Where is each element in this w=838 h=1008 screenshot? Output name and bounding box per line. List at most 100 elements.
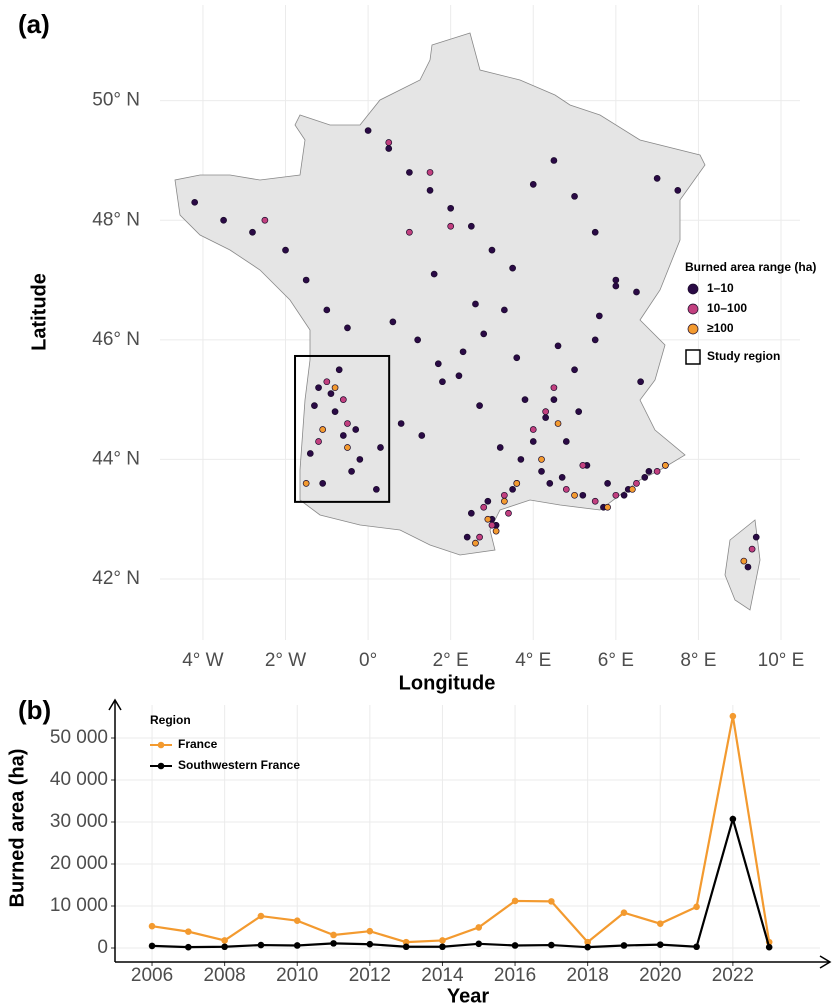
fire-point — [339, 432, 347, 439]
fire-point — [364, 127, 372, 134]
fire-point — [249, 228, 256, 236]
y-tick-label: 50 000 — [50, 727, 108, 748]
fire-point — [550, 384, 558, 392]
line-grid: 2006 2008 2010 2012 2014 2016 2018 2020 2022 0 10 … — [50, 705, 820, 986]
fire-point — [389, 318, 397, 326]
point — [257, 941, 265, 949]
fire-point — [501, 306, 508, 314]
point — [366, 927, 374, 935]
fire-point — [323, 306, 331, 314]
x-tick-label: 2016 — [494, 965, 536, 986]
point — [765, 943, 773, 951]
fire-point — [220, 216, 227, 224]
fire-point — [612, 282, 620, 290]
fire-point — [406, 169, 413, 176]
point — [330, 940, 337, 947]
y-axis-title: Burned area (ha) — [6, 749, 28, 908]
point — [656, 941, 664, 948]
point — [620, 909, 628, 917]
fire-point — [562, 438, 570, 445]
fire-point — [323, 378, 331, 386]
fire-point — [335, 366, 343, 374]
y-tick-label: 40 000 — [50, 769, 108, 790]
legend-title: Region — [150, 713, 191, 727]
fire-point — [352, 426, 360, 433]
point — [584, 943, 591, 951]
fire-point — [501, 491, 508, 499]
x-tick-label: 4° E — [515, 650, 551, 671]
fire-point — [637, 378, 644, 386]
fire-point — [674, 187, 682, 194]
fire-point — [521, 396, 529, 403]
point — [366, 940, 374, 948]
fire-point — [426, 169, 434, 176]
x-tick-label: 2° E — [433, 650, 469, 671]
fire-point — [484, 515, 492, 523]
x-tick-label: 2018 — [567, 965, 609, 986]
fire-point — [315, 438, 322, 445]
fire-point — [546, 479, 554, 487]
fire-point — [434, 360, 442, 368]
panel-label: (b) — [18, 695, 51, 725]
point — [548, 898, 555, 905]
point — [439, 937, 446, 944]
point — [221, 937, 228, 944]
fire-point — [529, 181, 537, 188]
fire-point — [306, 450, 314, 457]
fire-point — [513, 354, 521, 362]
x-tick-label: 4° W — [182, 650, 223, 671]
line-layer: (b) Year Burned area (ha) Region France South… — [6, 695, 773, 1007]
point — [656, 920, 664, 927]
fire-point — [302, 276, 310, 284]
fire-point — [463, 533, 471, 541]
x-tick-label: 0° — [359, 650, 377, 671]
fire-point — [662, 462, 669, 469]
fire-point — [645, 468, 653, 475]
fire-point — [513, 479, 521, 487]
fire-point — [282, 246, 289, 254]
legend-marker — [685, 349, 701, 365]
legend-marker — [157, 762, 165, 770]
y-tick-label: 48° N — [92, 209, 140, 230]
fire-point — [562, 485, 570, 493]
fire-point — [575, 408, 583, 415]
point — [729, 815, 737, 823]
legend-title: Burned area range (ha) — [685, 260, 816, 274]
fire-point — [554, 342, 562, 350]
x-tick-label: 2020 — [639, 965, 681, 986]
fire-point — [550, 396, 558, 403]
fire-point — [571, 491, 578, 499]
fire-point — [385, 145, 393, 152]
y-tick-label: 50° N — [92, 90, 140, 111]
x-axis-title: Year — [447, 985, 489, 1007]
fire-point — [579, 462, 587, 469]
fire-point — [558, 474, 566, 481]
legend-label: Southwestern France — [178, 758, 300, 772]
legend-marker — [157, 741, 165, 749]
fire-point — [529, 426, 537, 433]
x-tick-label: 2022 — [712, 965, 754, 986]
fire-point — [459, 348, 467, 356]
y-tick-label: 20 000 — [50, 853, 108, 874]
fire-point — [488, 246, 496, 254]
fire-point — [397, 420, 405, 427]
fire-point — [439, 378, 446, 386]
x-tick-label: 2014 — [421, 965, 464, 986]
fire-point — [629, 485, 636, 493]
fire-point — [447, 204, 455, 212]
fire-point — [261, 216, 269, 224]
fire-point — [426, 187, 434, 194]
fire-point — [509, 485, 516, 493]
legend-label: 1–10 — [707, 281, 734, 295]
fire-point — [418, 432, 426, 439]
point — [185, 928, 192, 935]
legend-label: ≥100 — [707, 321, 734, 335]
point — [475, 924, 483, 931]
x-tick-label: 2006 — [131, 965, 173, 986]
y-tick-label: 10 000 — [50, 895, 108, 916]
fire-point — [476, 402, 483, 409]
legend-label: 10–100 — [707, 301, 747, 315]
point — [439, 943, 446, 951]
fire-point — [430, 270, 438, 278]
series-line — [151, 715, 771, 944]
